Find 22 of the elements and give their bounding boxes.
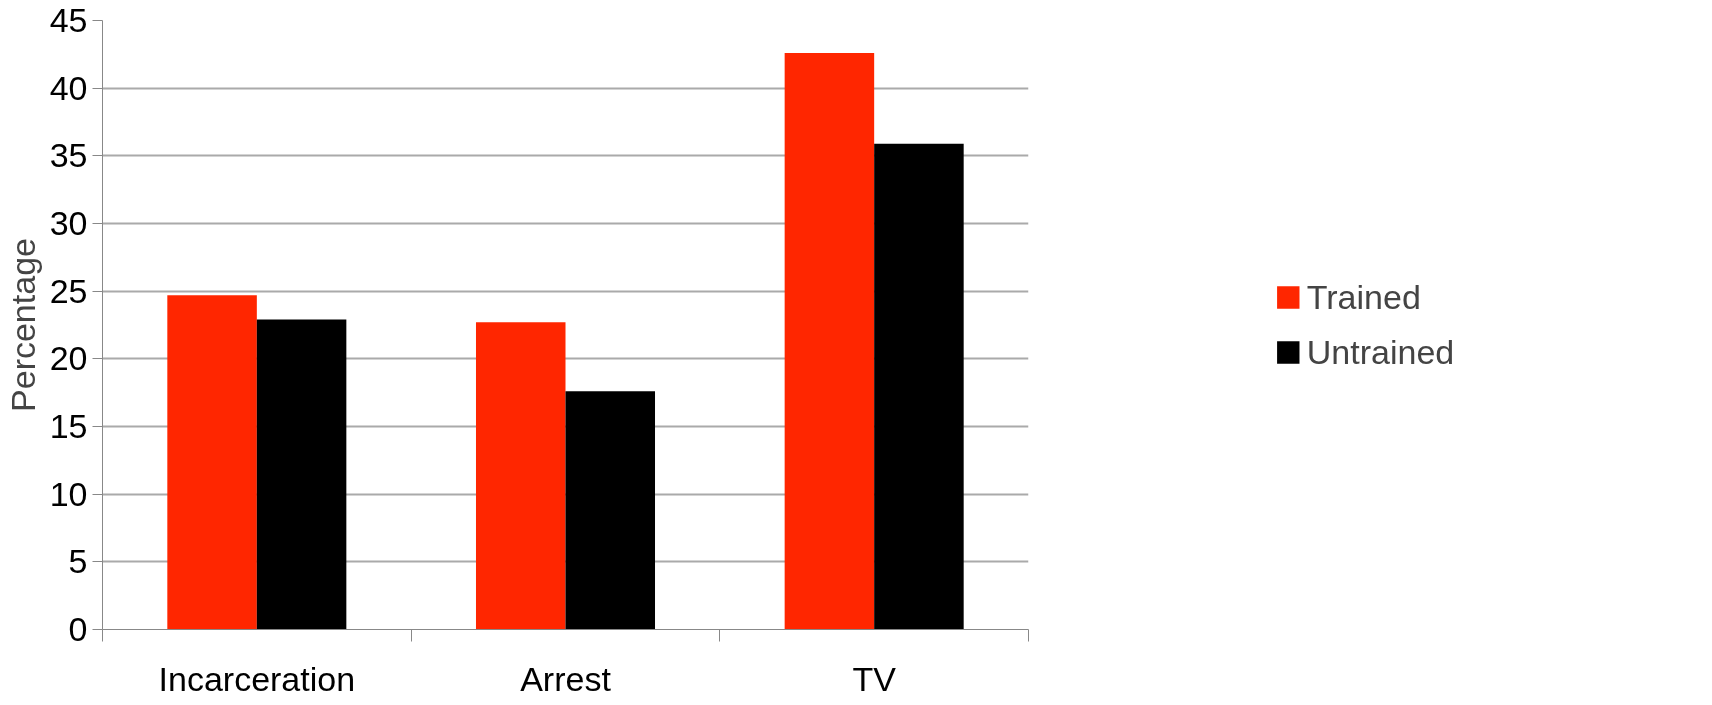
y-tick-label: 10 xyxy=(49,474,88,513)
x-tick-label: Arrest xyxy=(520,659,612,698)
y-tick-label: 15 xyxy=(49,407,88,445)
bar xyxy=(784,52,875,630)
y-tick-label: 40 xyxy=(49,68,88,107)
bar xyxy=(475,322,566,630)
y-tick-label: 45 xyxy=(49,1,88,39)
y-tick-label: 30 xyxy=(49,204,88,242)
y-axis-title: Percentage xyxy=(3,238,42,412)
bar xyxy=(565,391,656,630)
x-tick-label: TV xyxy=(852,659,897,698)
bar xyxy=(874,143,964,630)
legend-label: Untrained xyxy=(1306,332,1455,372)
x-tick-label: Incarceration xyxy=(158,659,356,698)
bar xyxy=(167,295,257,630)
bar xyxy=(256,319,347,630)
y-tick-label: 5 xyxy=(68,542,88,581)
y-tick-label: 25 xyxy=(49,271,88,310)
y-tick-label: 35 xyxy=(49,136,88,175)
legend-label: Trained xyxy=(1306,277,1421,317)
y-tick-label: 20 xyxy=(49,339,88,378)
y-tick-label: 0 xyxy=(68,610,88,648)
